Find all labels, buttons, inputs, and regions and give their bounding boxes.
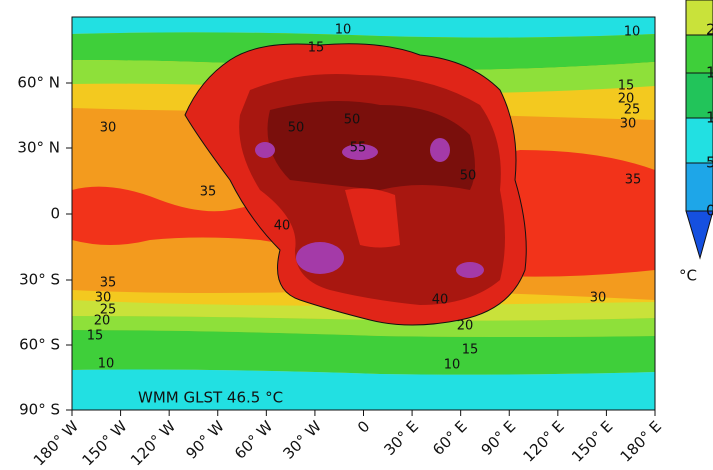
contour-label: 50 bbox=[344, 113, 361, 128]
band bbox=[72, 17, 655, 38]
x-tick-label: 150° E bbox=[568, 417, 616, 465]
contour-label: 50 bbox=[288, 121, 305, 136]
y-tick-label: 30° N bbox=[17, 139, 60, 157]
y-tick-label: 60° S bbox=[19, 336, 60, 354]
hot-spot bbox=[456, 262, 484, 278]
x-tick-label: 150° W bbox=[78, 417, 130, 469]
continent-core bbox=[267, 101, 475, 190]
colorbar-tick-label: 5 bbox=[706, 154, 713, 172]
contour-label: 20 bbox=[618, 92, 635, 107]
band bbox=[72, 316, 655, 337]
contour-label: 10 bbox=[444, 358, 461, 373]
contour-label: 30 bbox=[100, 121, 117, 136]
colorbar-tick-label: 1 bbox=[706, 109, 713, 127]
colorbar-swatch bbox=[685, 34, 713, 74]
contour-label: 10 bbox=[335, 23, 352, 38]
hot-spot bbox=[296, 242, 344, 274]
contour-label: 35 bbox=[625, 173, 642, 188]
continent-hole bbox=[345, 188, 400, 248]
colorbar-extension bbox=[685, 210, 713, 260]
contour-label: 25 bbox=[100, 303, 117, 318]
contour-label: 55 bbox=[350, 141, 367, 156]
band bbox=[72, 369, 655, 410]
hot-spot bbox=[342, 144, 378, 160]
contour-label: 40 bbox=[274, 219, 291, 234]
colorbar-unit: °C bbox=[679, 267, 697, 285]
contour-label: 35 bbox=[100, 276, 117, 291]
y-tick-label: 90° S bbox=[19, 401, 60, 419]
y-tick-label: 0 bbox=[50, 205, 60, 223]
band bbox=[72, 330, 655, 375]
colorbar-swatch bbox=[685, 117, 713, 164]
contour-label: 15 bbox=[618, 79, 635, 94]
x-tick-label: 90° W bbox=[182, 417, 228, 463]
contour-label: 30 bbox=[620, 117, 637, 132]
contour-label: 10 bbox=[624, 25, 641, 40]
colorbar-swatch bbox=[685, 72, 713, 119]
colorbar-swatch bbox=[685, 162, 713, 212]
x-tick-label: 30° E bbox=[380, 417, 422, 459]
contour-label: 35 bbox=[200, 185, 217, 200]
colorbar-tick-label: 1 bbox=[706, 64, 713, 82]
colorbar-tick-label: 2 bbox=[706, 21, 713, 39]
x-tick-label: 60° E bbox=[429, 417, 471, 459]
annotation: WMM GLST 46.5 °C bbox=[138, 389, 283, 407]
contour-label: 30 bbox=[590, 291, 607, 306]
colorbar-tick-label: 0 bbox=[706, 202, 713, 220]
x-tick-label: 120° W bbox=[127, 417, 179, 469]
contour-label: 20 bbox=[94, 314, 111, 329]
hot-spot bbox=[255, 142, 275, 158]
temperature-field bbox=[72, 17, 655, 410]
contour-label: 30 bbox=[95, 291, 112, 306]
x-tick-label: 0 bbox=[354, 417, 373, 436]
y-tick-label: 60° N bbox=[17, 74, 60, 92]
x-tick-label: 30° W bbox=[280, 417, 326, 463]
contour-label: 10 bbox=[98, 357, 115, 372]
x-tick-label: 60° W bbox=[231, 417, 277, 463]
contour-label: 25 bbox=[624, 103, 641, 118]
contour-label: 15 bbox=[87, 329, 104, 344]
x-tick-label: 180° W bbox=[30, 417, 82, 469]
x-tick-label: 90° E bbox=[478, 417, 520, 459]
x-tick-label: 180° E bbox=[617, 417, 665, 465]
contour-label: 50 bbox=[460, 169, 477, 184]
contour-label: 15 bbox=[308, 41, 325, 56]
contour-label: 20 bbox=[457, 319, 474, 334]
y-tick-label: 30° S bbox=[19, 271, 60, 289]
contour-label: 40 bbox=[432, 293, 449, 308]
contour-label: 15 bbox=[462, 343, 479, 358]
hot-spot bbox=[430, 138, 450, 162]
x-tick-label: 120° E bbox=[519, 417, 567, 465]
